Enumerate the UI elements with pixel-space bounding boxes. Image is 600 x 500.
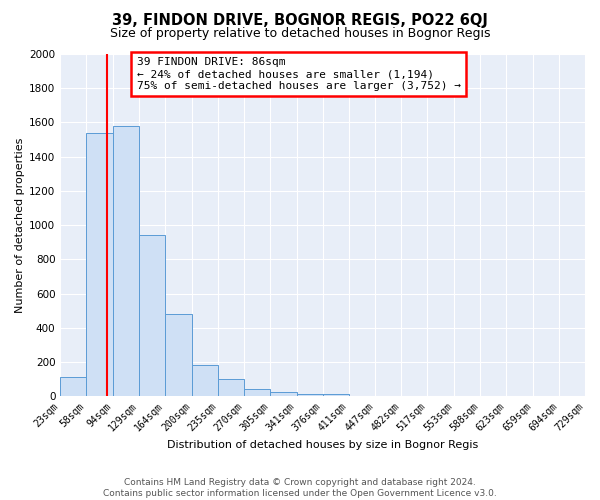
Bar bbox=[139, 236, 165, 396]
Bar bbox=[296, 394, 323, 396]
Bar bbox=[60, 378, 86, 396]
Bar bbox=[192, 364, 218, 396]
Bar bbox=[323, 394, 349, 396]
X-axis label: Distribution of detached houses by size in Bognor Regis: Distribution of detached houses by size … bbox=[167, 440, 478, 450]
Bar bbox=[165, 314, 192, 396]
Text: 39 FINDON DRIVE: 86sqm
← 24% of detached houses are smaller (1,194)
75% of semi-: 39 FINDON DRIVE: 86sqm ← 24% of detached… bbox=[137, 58, 461, 90]
Text: Contains HM Land Registry data © Crown copyright and database right 2024.
Contai: Contains HM Land Registry data © Crown c… bbox=[103, 478, 497, 498]
Bar bbox=[244, 390, 270, 396]
Text: 39, FINDON DRIVE, BOGNOR REGIS, PO22 6QJ: 39, FINDON DRIVE, BOGNOR REGIS, PO22 6QJ bbox=[112, 12, 488, 28]
Y-axis label: Number of detached properties: Number of detached properties bbox=[15, 138, 25, 313]
Bar bbox=[270, 392, 296, 396]
Text: Size of property relative to detached houses in Bognor Regis: Size of property relative to detached ho… bbox=[110, 28, 490, 40]
Bar bbox=[113, 126, 139, 396]
Bar bbox=[86, 132, 113, 396]
Bar bbox=[218, 379, 244, 396]
